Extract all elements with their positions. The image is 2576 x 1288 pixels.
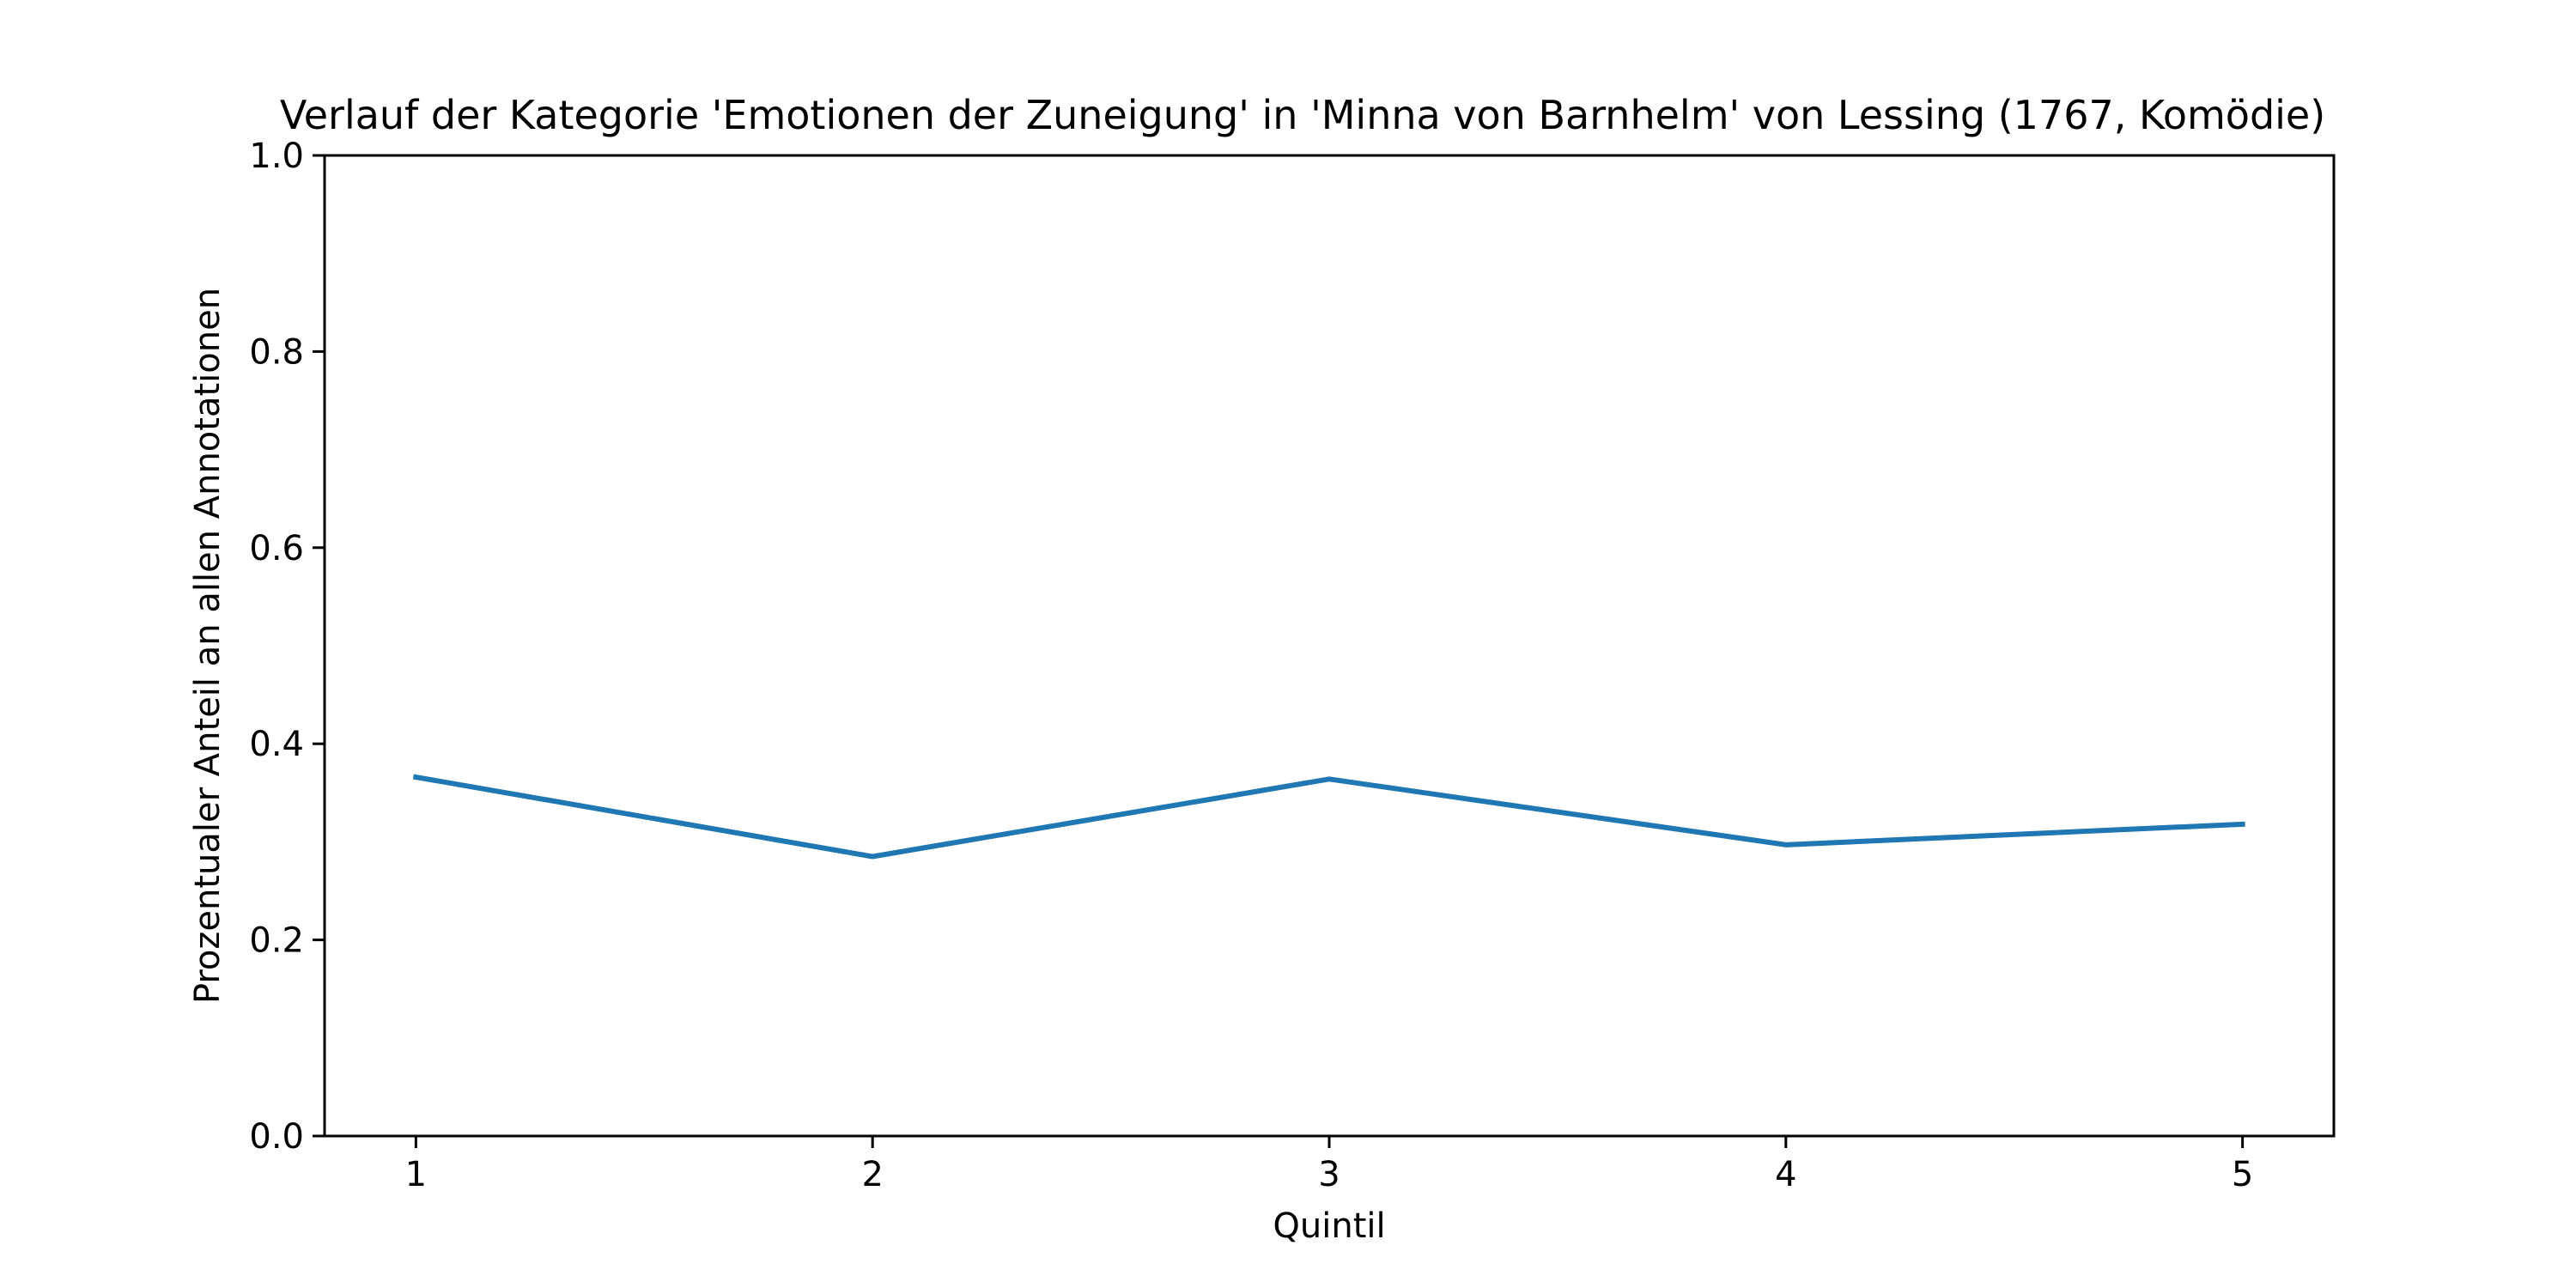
y-axis: 0.0 0.2 0.4 0.6 0.8 1.0: [249, 137, 325, 1157]
x-tick-label: 5: [2232, 1155, 2253, 1194]
x-tick-label: 3: [1318, 1155, 1340, 1194]
x-tick-label: 1: [405, 1155, 427, 1194]
y-tick-label: 0.6: [249, 529, 304, 568]
y-tick-label: 0.0: [249, 1117, 304, 1157]
x-tick-label: 2: [861, 1155, 883, 1194]
series-line: [412, 774, 2245, 860]
y-tick-label: 0.2: [249, 921, 304, 961]
series-layer: [412, 774, 2245, 860]
y-tick-label: 0.4: [249, 725, 304, 764]
y-tick-label: 1.0: [249, 137, 304, 176]
x-axis: 1 2 3 4 5: [405, 1136, 2253, 1194]
y-axis-label: Prozentualer Anteil an allen Annotatione…: [188, 288, 228, 1004]
x-tick-label: 4: [1775, 1155, 1796, 1194]
x-axis-label: Quintil: [1273, 1206, 1385, 1246]
chart-title: Verlauf der Kategorie 'Emotionen der Zun…: [280, 92, 2325, 138]
y-tick-label: 0.8: [249, 332, 304, 372]
